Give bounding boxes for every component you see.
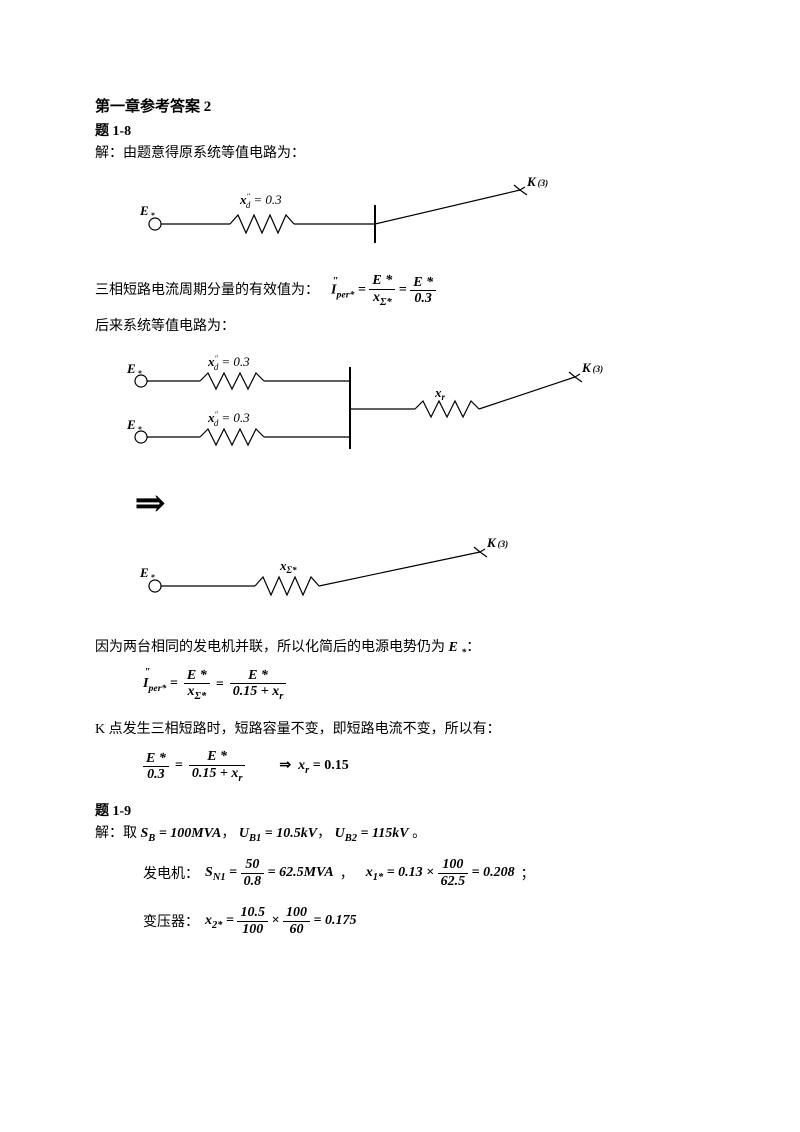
svg-text:xΣ*: xΣ* [279,558,297,575]
resistor-icon [230,215,294,233]
f1-num2: E * [410,275,436,291]
f2-num2: E * [230,668,287,684]
p18-line4: 因为两台相同的发电机并联，所以化简后的电源电势仍为 E *： [95,637,705,660]
x1-den: 62.5 [438,874,469,889]
p18-line2-text: 三相短路电流周期分量的有效值为： [95,280,319,302]
sn1-den: 0.8 [241,874,265,889]
problem-1-9-heading: 题 1-9 [95,800,705,820]
sn1-num: 50 [241,857,265,873]
svg-text:E *: E * [139,565,156,582]
x1-res: = 0.208 [472,866,515,881]
implies-arrow: ⇒ [135,482,705,524]
fault-icon [514,185,527,195]
p18-line1: 解：由题意得原系统等值电路为： [95,143,705,165]
x2-num2: 100 [283,905,310,921]
x2-num1: 10.5 [237,905,268,921]
trans-label: 变压器： [143,911,199,931]
sn1-res: = 62.5MVA [268,866,334,881]
source-node [149,218,161,230]
x2-den2: 60 [283,922,310,937]
circuit-diagram-1: E * x″d= 0.3 K(3) [95,175,705,255]
f1-den2: 0.3 [410,291,436,306]
f3-den1: 0.3 [143,767,169,782]
p18-line4-suf: ： [466,640,480,655]
x2-res: = 0.175 [313,913,356,928]
x2-den1: 100 [237,922,268,937]
p19-line1: 解：取 SB = 100MVA， UB1 = 10.5kV， UB2 = 115… [95,823,705,848]
formula-2: I″per* = E *xΣ* = E *0.15 + xr [143,668,705,703]
svg-text:xr: xr [434,385,446,402]
problem-1-8-heading: 题 1-8 [95,120,705,140]
svg-text:x″d= 0.3: x″d= 0.3 [207,410,250,428]
svg-text:K(3): K(3) [486,535,508,550]
p18-line4-pre: 因为两台相同的发电机并联，所以化简后的电源电势仍为 [95,640,445,655]
p18-line2: 三相短路电流周期分量的有效值为： I″per* = E *xΣ* = E *0.… [95,273,705,308]
x1-num: 100 [438,857,469,873]
circuit-diagram-3: E * xΣ* K(3) [95,534,705,619]
p18-line3: 后来系统等值电路为： [95,316,705,338]
svg-text:x″d= 0.3: x″d= 0.3 [239,192,282,210]
svg-text:x″d= 0.3: x″d= 0.3 [207,354,250,372]
svg-text:K(3): K(3) [526,175,548,189]
source-label: E * [139,203,156,220]
f3-num2: E * [189,749,246,765]
generator-line: 发电机： SN1 = 500.8 = 62.5MVA ， x1* = 0.13 … [143,857,705,889]
svg-text:K(3): K(3) [581,360,603,375]
formula-3: E *0.3 = E *0.15 + xr ⇒ xr = 0.15 [143,749,705,784]
circuit-diagram-2: E * x″d= 0.3 E * x″d= 0.3 xr K(3) [95,349,705,464]
transformer-line: 变压器： x2* = 10.5100 × 10060 = 0.175 [143,905,705,937]
f2-num1: E * [184,668,210,684]
f3-num1: E * [143,751,169,767]
p19-line1-pre: 解：取 [95,826,137,841]
chapter-title: 第一章参考答案 2 [95,95,705,116]
gen-label: 发电机： [143,863,199,883]
f1-num1: E * [369,273,395,289]
p18-line5: K 点发生三相短路时，短路容量不变，即短路电流不变，所以有： [95,719,705,741]
